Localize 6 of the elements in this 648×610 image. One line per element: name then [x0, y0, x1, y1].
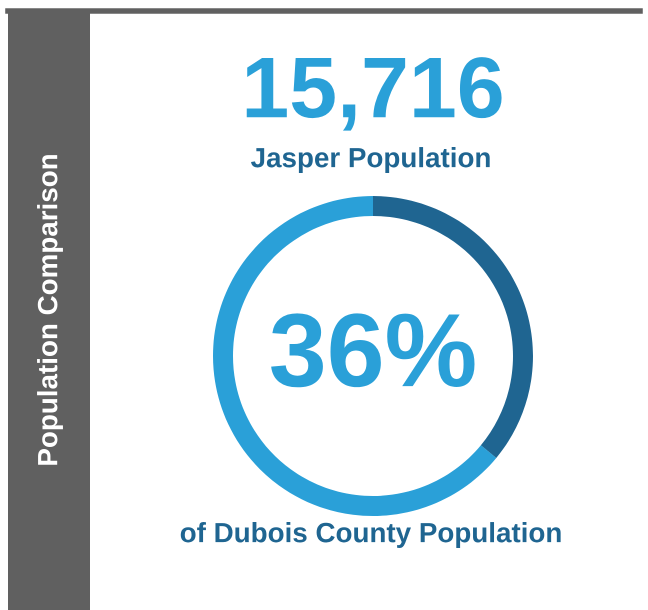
text: of Dubois County Population: [180, 522, 561, 548]
text: Population Comparison: [37, 155, 63, 465]
donut-slice: [213, 196, 496, 516]
text: 15,716: [246, 57, 502, 131]
text: Jasper Population: [251, 147, 490, 173]
data-label: 36%: [271, 313, 474, 388]
